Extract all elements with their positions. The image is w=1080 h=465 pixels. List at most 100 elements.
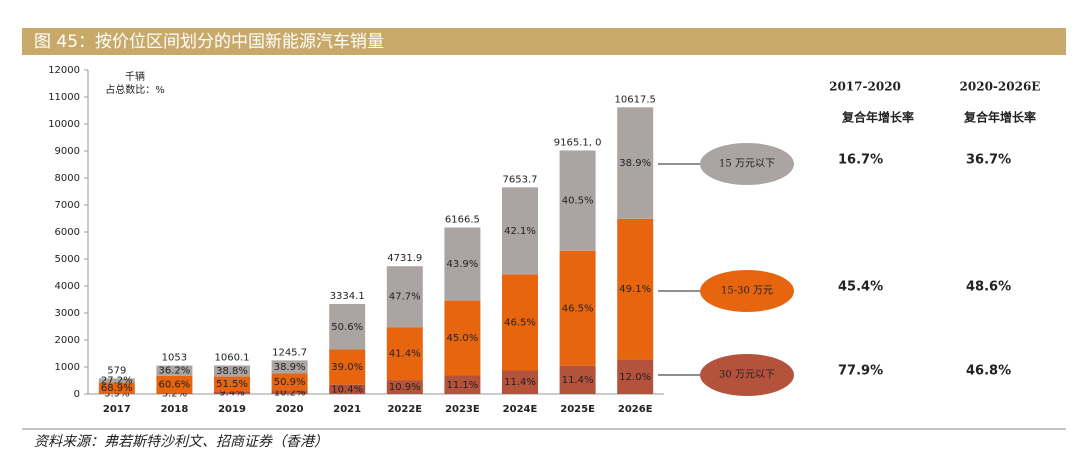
x-tick-label: 2020 [276,404,304,415]
segment-share-label: 40.5% [562,196,594,207]
segment-share-label: 38.9% [619,158,651,169]
segment-share-label: 39.0% [331,362,363,373]
bar-segment [386,380,423,394]
segment-share-label: 42.1% [504,226,536,237]
x-tick-label: 2024E [503,404,538,415]
y-tick-label: 1000 [55,362,80,373]
total-label: 4731.9 [387,253,422,264]
cagr-value: 36.7% [966,153,1011,168]
bar-segment [617,107,654,219]
segment-share-label: 3.2% [162,389,187,400]
total-label: 7653.7 [503,174,538,185]
bar-segment [156,375,193,394]
segment-share-label: 45.0% [447,333,479,344]
segment-share-label: 49.1% [619,284,651,295]
y-tick-label: 2000 [55,335,80,346]
bar-segment [444,300,481,376]
bar-segment [559,150,596,251]
total-label: 579 [107,365,126,376]
segment-share-label: 11.4% [504,377,536,388]
bar-segment [559,365,596,394]
x-tick-label: 2022E [387,404,422,415]
segment-share-label: 10.2% [274,387,306,398]
legend-oval [700,143,794,185]
total-label: 10617.5 [615,94,656,105]
cagr-header: 2020-2026E [960,80,1041,94]
bar-segment [156,393,193,394]
legend-oval [700,270,794,312]
bar-segment [444,375,481,394]
y-tick-label: 3000 [55,308,80,319]
total-label: 3334.1 [330,291,365,302]
y-tick-label: 12000 [48,65,80,76]
y-tick-label: 0 [74,389,80,400]
segment-share-label: 46.5% [562,303,594,314]
total-label: 9165.1, 0 [554,138,602,149]
total-label: 1053 [162,353,187,364]
bar-segment [502,274,538,371]
bar-segment [559,250,596,366]
y-tick-label: 8000 [55,173,80,184]
segment-share-label: 47.7% [389,292,421,303]
cagr-subheader: 复合年增长率 [963,110,1036,125]
chart-title: 图 45：按价位区间划分的中国新能源汽车销量 [34,32,384,52]
bar-segment [98,393,135,394]
y-tick-label: 11000 [48,92,80,103]
segment-share-label: 11.1% [447,380,479,391]
segment-share-label: 41.4% [389,349,421,360]
segment-share-label: 10.9% [389,382,421,393]
segment-share-label: 9.4% [219,388,244,399]
bar-segment [271,360,308,374]
bar-segment [329,349,366,385]
y-tick-label: 6000 [55,227,80,238]
y-tick-label: 10000 [48,119,80,130]
segment-share-label: 11.4% [562,375,594,386]
x-tick-label: 2019 [218,404,246,415]
bar-segment [271,390,308,394]
bar-segment [444,227,481,301]
cagr-subheader: 复合年增长率 [841,110,914,125]
segment-share-label: 43.9% [447,259,479,270]
total-label: 6166.5 [445,215,480,226]
total-label: 1060.1 [215,352,250,363]
total-label: 1245.7 [272,347,307,358]
bar-segment [329,384,366,394]
bar-segment [214,376,250,392]
y-tick-label: 5000 [55,254,80,265]
bar-segment [617,359,654,394]
x-tick-label: 2021 [333,404,361,415]
segment-share-label: 12.0% [619,372,651,383]
cagr-value: 46.8% [966,364,1011,379]
segment-share-label: 36.2% [159,366,191,377]
bar-segment [214,391,250,394]
segment-share-label: 3.9% [104,389,129,400]
bar-segment [271,373,308,391]
x-tick-label: 2026E [618,404,653,415]
x-tick-label: 2025E [560,404,595,415]
segment-share-label: 46.5% [504,317,536,328]
bar-segment [386,266,423,328]
cagr-value: 77.9% [838,364,883,379]
y-tick-label: 7000 [55,200,80,211]
bar-segment [214,365,250,377]
segment-share-label: 50.9% [274,377,306,388]
segment-share-label: 50.6% [331,322,363,333]
bar-segment [502,187,538,275]
segment-share-label: 27.2% [101,375,133,386]
legend-oval [700,354,794,396]
unit-label: 千辆 [125,70,145,83]
bar-segment [156,365,193,376]
segment-share-label: 51.5% [216,379,248,390]
bar-segment [329,303,366,350]
x-tick-label: 2018 [160,404,188,415]
share-unit-label: 占总数比：% [105,83,165,96]
legend-label: 15 万元以下 [719,159,775,170]
segment-share-label: 10.4% [331,384,363,395]
bar-segment [386,327,423,381]
cagr-value: 48.6% [966,280,1011,295]
bar-segment [502,370,538,394]
source: 资料来源：弗若斯特沙利文、招商证券（香港） [34,434,328,450]
legend-label: 30 万元以下 [719,370,775,381]
segment-share-label: 38.9% [274,362,306,373]
